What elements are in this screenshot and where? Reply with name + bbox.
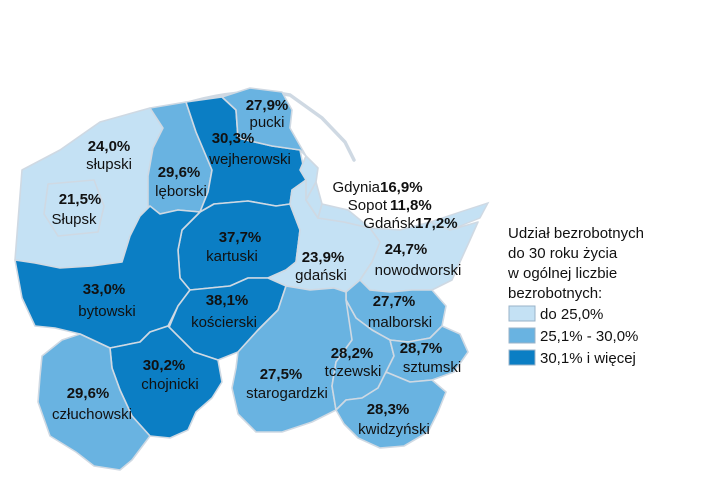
label-czluchowski: 29,6% człuchowski (52, 385, 132, 423)
label-sztumski: 28,7% sztumski (400, 340, 461, 376)
nowodworski-name: nowodworski (375, 262, 462, 279)
label-gdanski: 23,9% gdański (295, 249, 347, 284)
kwidzynski-value: 28,3% (367, 401, 410, 418)
legend-swatch-high (508, 349, 536, 366)
slupski-value: 24,0% (88, 138, 131, 155)
region-slupsk (43, 179, 105, 237)
vistula-spit (429, 201, 490, 231)
legend-label-mid: 25,1% - 30,0% (540, 328, 638, 345)
pucki-value: 27,9% (246, 97, 289, 114)
region-kwidzynski (335, 371, 447, 449)
legend: Udział bezrobotnych do 30 roku życia w o… (507, 225, 644, 367)
legend-title-line-1: Udział bezrobotnych (508, 225, 644, 242)
legend-title-line-3: w ogólnej liczbie (507, 265, 617, 282)
leborski-value: 29,6% (158, 164, 201, 181)
tczewski-name: tczewski (325, 363, 382, 380)
city-name-gdansk: Gdańsk (363, 215, 415, 232)
label-nowodworski: 24,7% nowodworski (375, 241, 462, 279)
slupski-name: słupski (86, 156, 132, 173)
malborski-name: malborski (368, 314, 432, 331)
region-czluchowski (37, 333, 151, 471)
label-chojnicki: 30,2% chojnicki (141, 357, 199, 393)
kartuski-name: kartuski (206, 248, 258, 265)
label-pucki: 27,9% pucki (246, 97, 289, 131)
legend-label-high: 30,1% i więcej (540, 350, 636, 367)
label-kartuski: 37,7% kartuski (206, 229, 261, 265)
city-value-sopot: 11,8% (390, 197, 432, 214)
bytowski-name: bytowski (78, 303, 136, 320)
chojnicki-name: chojnicki (141, 376, 199, 393)
label-kwidzynski: 28,3% kwidzyński (358, 401, 430, 438)
city-value-gdansk: 17,2% (415, 215, 458, 232)
slupsk-name: Słupsk (51, 211, 97, 228)
label-starogardzki: 27,5% starogardzki (246, 366, 328, 402)
city-value-gdynia: 16,9% (380, 179, 423, 196)
bytowski-value: 33,0% (83, 281, 126, 298)
wejherowski-value: 30,3% (212, 130, 255, 147)
region-gdansk (317, 203, 371, 229)
region-nowodworski (359, 221, 479, 293)
city-name-gdynia: Gdynia (332, 179, 380, 196)
koscierski-value: 38,1% (206, 292, 249, 309)
nowodworski-value: 24,7% (385, 241, 428, 258)
legend-title-line-2: do 30 roku życia (508, 245, 618, 262)
label-koscierski: 38,1% kościerski (191, 292, 257, 331)
legend-label-low: do 25,0% (540, 306, 603, 323)
label-slupski: 24,0% słupski (86, 138, 132, 173)
label-wejherowski: 30,3% wejherowski (208, 130, 291, 168)
city-name-sopot: Sopot (348, 197, 388, 214)
starogardzki-name: starogardzki (246, 385, 328, 402)
region-sztumski (385, 325, 469, 383)
label-slupsk: 21,5% Słupsk (51, 191, 101, 228)
label-leborski: 29,6% lęborski (155, 164, 207, 200)
legend-swatch-low (508, 305, 536, 322)
leborski-name: lęborski (155, 183, 207, 200)
sztumski-name: sztumski (403, 359, 461, 376)
pucki-name: pucki (249, 114, 284, 131)
tczewski-value: 28,2% (331, 345, 374, 362)
legend-swatch-mid (508, 327, 536, 344)
label-malborski: 27,7% malborski (368, 293, 432, 331)
wejherowski-name: wejherowski (208, 151, 291, 168)
czluchowski-name: człuchowski (52, 406, 132, 423)
sztumski-value: 28,7% (400, 340, 443, 357)
czluchowski-value: 29,6% (67, 385, 110, 402)
label-bytowski: 33,0% bytowski (78, 281, 136, 320)
starogardzki-value: 27,5% (260, 366, 303, 383)
malborski-value: 27,7% (373, 293, 416, 310)
kartuski-value: 37,7% (219, 229, 262, 246)
koscierski-name: kościerski (191, 314, 257, 331)
gdanski-name: gdański (295, 267, 347, 284)
gdanski-value: 23,9% (302, 249, 345, 266)
kwidzynski-name: kwidzyński (358, 421, 430, 438)
legend-title-line-4: bezrobotnych: (508, 285, 602, 302)
label-tczewski: 28,2% tczewski (325, 345, 382, 380)
slupsk-value: 21,5% (59, 191, 102, 208)
chojnicki-value: 30,2% (143, 357, 186, 374)
